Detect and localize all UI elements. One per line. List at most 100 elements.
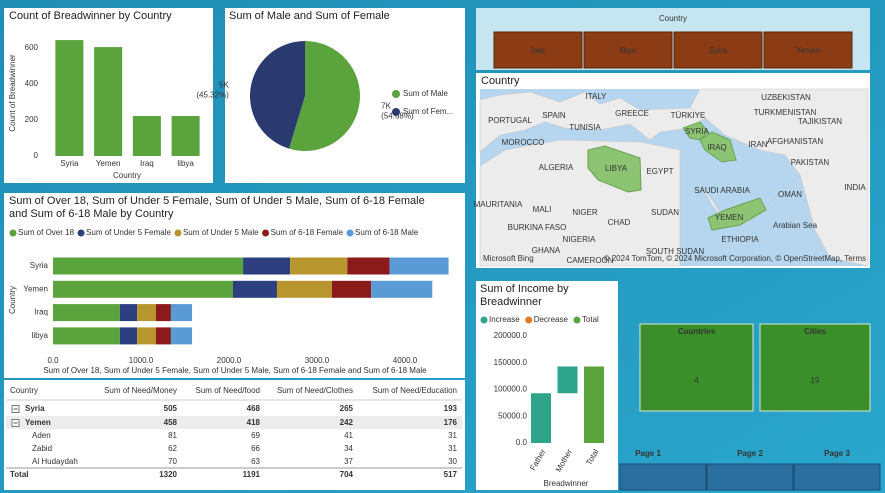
- y-tick-label: Yemen: [23, 284, 48, 293]
- x-tick-label: 0.0: [47, 356, 59, 365]
- table-cell: 70: [168, 457, 177, 466]
- data-label: (54.68%): [381, 112, 414, 121]
- table-cell: 265: [340, 404, 354, 413]
- page-button[interactable]: [706, 463, 794, 491]
- y-tick-label: Iraq: [34, 308, 48, 317]
- map-label: YEMEN: [715, 213, 744, 222]
- map-label: LIBYA: [605, 164, 628, 173]
- table-cell: 30: [448, 457, 457, 466]
- slicer-button[interactable]: [763, 31, 853, 69]
- map-label: TUNISIA: [569, 123, 601, 132]
- bar-segment: [347, 257, 390, 275]
- map-label: Arabian Sea: [773, 221, 818, 230]
- amount-label: 7K: [381, 102, 391, 111]
- map-label: UZBEKISTAN: [761, 93, 811, 102]
- legend-label: Total: [582, 315, 599, 324]
- kpi-card: [639, 323, 754, 412]
- y-axis-title: Country: [8, 286, 17, 314]
- bar-segment: [232, 280, 277, 298]
- map-label: IRAN: [748, 140, 767, 149]
- table-cell: 62: [168, 444, 177, 453]
- column-header: Sum of Need/Money: [104, 386, 177, 395]
- table-cell: 1191: [243, 470, 261, 479]
- table-cell: 418: [247, 418, 261, 427]
- legend-label: Decrease: [534, 315, 569, 324]
- slicer-button[interactable]: [493, 31, 583, 69]
- map-highlight: [707, 197, 767, 231]
- slicer-title: Country: [659, 14, 687, 23]
- legend-label: Sum of 6-18 Male: [355, 228, 419, 237]
- bar-segment: [137, 304, 156, 322]
- table-cell: Aden: [32, 431, 51, 440]
- kpi-value: 19: [811, 376, 820, 385]
- legend-swatch: [9, 229, 17, 237]
- bar-segment: [290, 257, 348, 275]
- map-label: SPAIN: [542, 111, 566, 120]
- page-link[interactable]: Page 3: [824, 449, 850, 458]
- y-tick-label: 100000.0: [494, 385, 528, 394]
- table-cell: 37: [344, 457, 353, 466]
- y-tick-label: 400: [25, 79, 39, 88]
- y-axis-title: Count of Breadwinner: [8, 54, 17, 132]
- table-cell: 34: [344, 444, 353, 453]
- map-credit: © 2024 TomTom, © 2024 Microsoft Corporat…: [604, 254, 866, 263]
- waterfall-bar: [557, 366, 578, 394]
- bar-segment: [53, 327, 120, 345]
- map-label: CHAD: [608, 218, 631, 227]
- map-brand: Microsoft Bing: [483, 254, 534, 263]
- page-link[interactable]: Page 1: [635, 449, 661, 458]
- map-label: ITALY: [585, 92, 607, 101]
- table-cell: 193: [444, 404, 458, 413]
- bar-segment: [155, 327, 171, 345]
- x-tick-label: 3000.0: [305, 356, 330, 365]
- bar: [55, 40, 84, 156]
- map-label: SYRIA: [685, 127, 710, 136]
- map-label: IRAQ: [707, 143, 727, 152]
- table-cell: Syria: [25, 404, 45, 413]
- table-cell: 505: [164, 404, 178, 413]
- y-tick-label: 150000.0: [494, 358, 528, 367]
- title-line: Sum of Income by: [480, 283, 569, 295]
- y-tick-label: 200000.0: [494, 331, 528, 340]
- kpi-title: Countries: [678, 327, 716, 336]
- slicer-label[interactable]: libya: [620, 46, 637, 55]
- bar-segment: [155, 304, 171, 322]
- y-tick-label: libya: [32, 331, 49, 340]
- legend-label: Sum of Fem...: [403, 107, 453, 116]
- x-axis-title: Country: [113, 171, 141, 180]
- column-header: Sum of Need/food: [196, 386, 260, 395]
- bar-segment: [276, 280, 332, 298]
- legend-label: Sum of 6-18 Female: [271, 228, 344, 237]
- bar-segment: [119, 327, 138, 345]
- page-button[interactable]: [619, 463, 707, 491]
- kpi-title: Cities: [804, 327, 826, 336]
- chart-title: Count of Breadwinner by Country: [9, 10, 172, 22]
- slicer-label[interactable]: Syria: [709, 46, 728, 55]
- map-label: TAJIKISTAN: [798, 117, 842, 126]
- amount-label: 5K: [219, 81, 229, 90]
- x-tick-label: libya: [177, 159, 194, 168]
- map-highlight: [587, 145, 642, 193]
- slicer-label[interactable]: Iraq: [531, 46, 545, 55]
- slicer-button[interactable]: [583, 31, 673, 69]
- slicer-button[interactable]: [673, 31, 763, 69]
- column-header: Sum of Need/Clothes: [277, 386, 353, 395]
- legend-swatch: [262, 229, 270, 237]
- bar-segment: [53, 257, 244, 275]
- legend-label: Increase: [489, 315, 520, 324]
- page-link[interactable]: Page 2: [737, 449, 763, 458]
- legend-swatch: [480, 316, 488, 324]
- bar-segment: [170, 327, 193, 345]
- table-cell: 31: [448, 444, 457, 453]
- kpi-value: 4: [694, 376, 699, 385]
- legend-swatch: [392, 108, 400, 116]
- slicer-label[interactable]: Yemen: [796, 46, 821, 55]
- bar-segment: [137, 327, 156, 345]
- chart-title: Sum of Income by Breadwinner: [480, 283, 569, 308]
- map-label: TÜRKIYE: [671, 111, 706, 120]
- page-button[interactable]: [793, 463, 881, 491]
- map-label: PORTUGAL: [488, 116, 532, 125]
- table-cell: Yemen: [25, 418, 51, 427]
- table-cell: 66: [251, 444, 260, 453]
- legend-swatch: [77, 229, 85, 237]
